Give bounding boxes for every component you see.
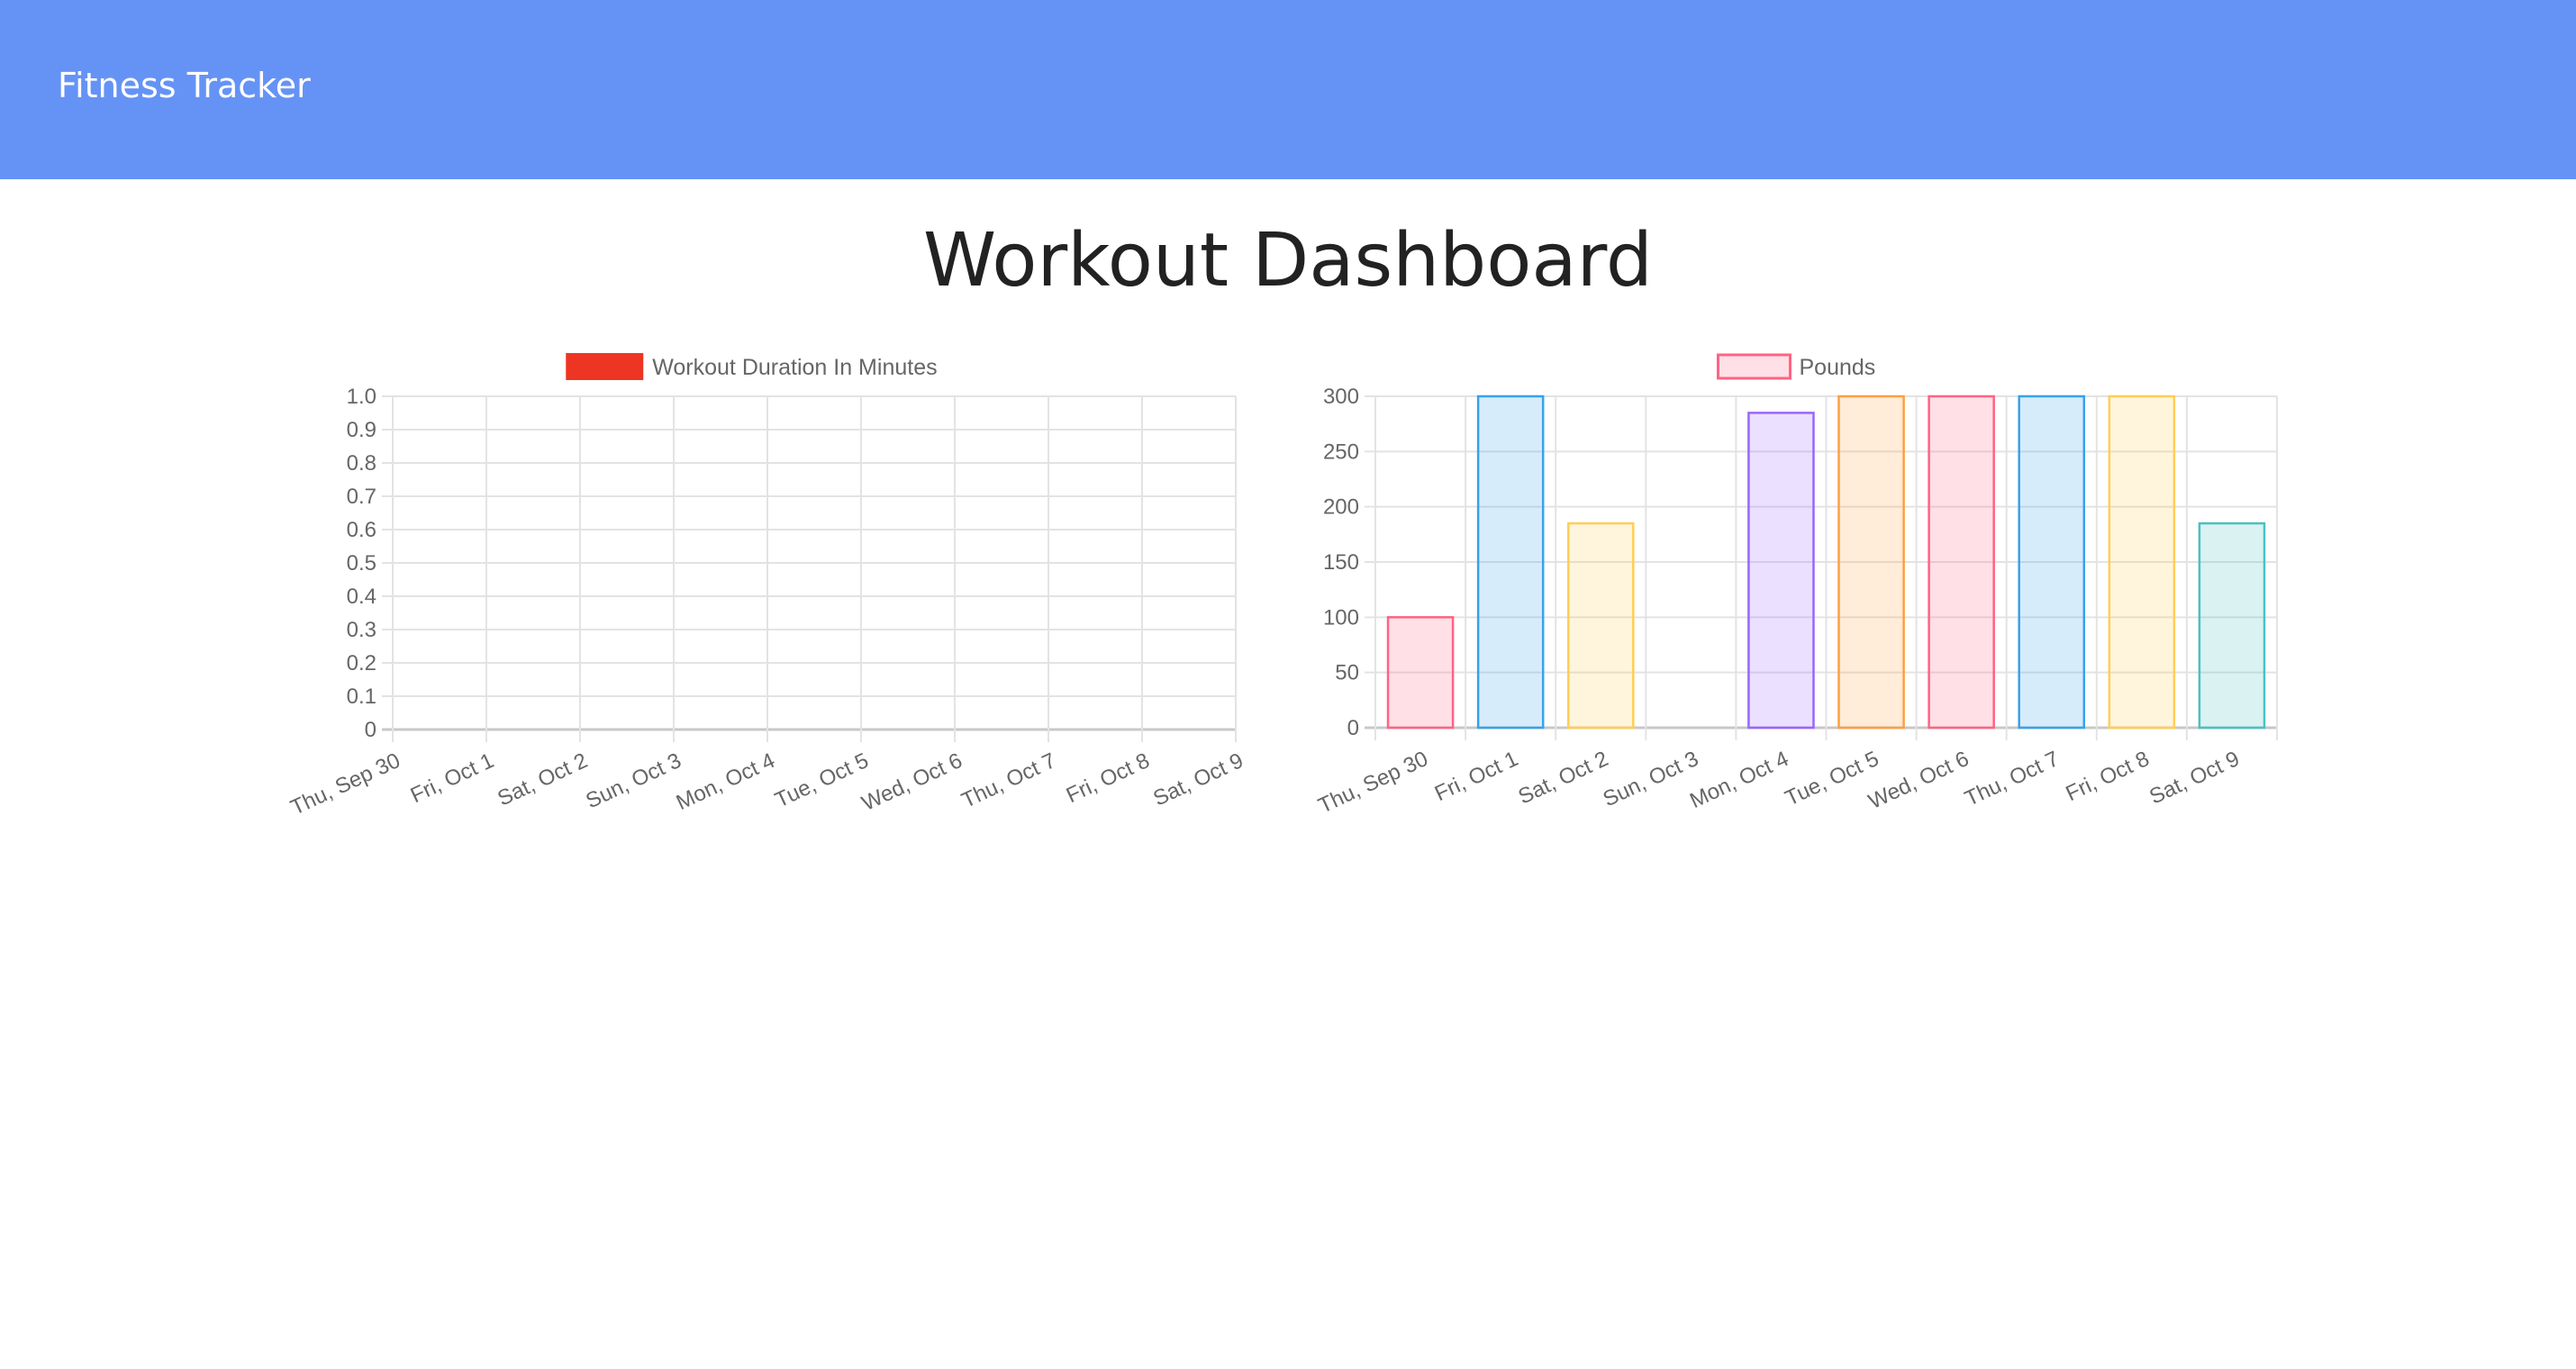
y-tick-label: 0 — [1347, 716, 1359, 740]
x-tick-label: Fri, Oct 8 — [2063, 747, 2154, 806]
x-tick-label: Fri, Oct 1 — [407, 748, 498, 808]
y-tick-label: 200 — [1323, 495, 1359, 520]
y-tick-label: 0 — [365, 718, 376, 742]
bar-thu-sep-30 — [1386, 616, 1455, 730]
x-tick-label: Sat, Oct 2 — [1515, 747, 1612, 810]
x-tick-label: Fri, Oct 8 — [1063, 748, 1154, 808]
y-tick-label: 0.1 — [347, 684, 376, 709]
bar-mon-oct-4 — [1747, 412, 1815, 730]
x-tick-label: Sun, Oct 3 — [582, 748, 685, 813]
legend-label: Workout Duration In Minutes — [652, 355, 937, 380]
y-tick-label: 50 — [1335, 661, 1359, 685]
x-tick-label: Fri, Oct 1 — [1431, 747, 1522, 806]
x-tick-label: Wed, Oct 6 — [858, 748, 966, 816]
y-tick-label: 150 — [1323, 550, 1359, 575]
x-tick-label: Mon, Oct 4 — [673, 748, 779, 815]
y-tick-label: 300 — [1323, 385, 1359, 409]
y-tick-label: 0.8 — [347, 451, 376, 476]
x-tick-label: Sat, Oct 2 — [494, 748, 591, 811]
y-tick-label: 250 — [1323, 440, 1359, 464]
bar-fri-oct-8 — [2108, 394, 2176, 730]
brand-link[interactable]: Fitness Tracker — [58, 66, 311, 105]
legend-label: Pounds — [1800, 355, 1876, 380]
x-tick-label: Tue, Oct 5 — [1782, 747, 1882, 811]
bar-sat-oct-2 — [1566, 521, 1635, 730]
legend-swatch — [1717, 353, 1791, 380]
legend-swatch — [566, 353, 644, 380]
bar-wed-oct-6 — [1927, 394, 1995, 730]
x-tick-label: Tue, Oct 5 — [771, 748, 872, 812]
x-tick-label: Thu, Sep 30 — [287, 748, 404, 820]
y-tick-label: 0.3 — [347, 618, 376, 642]
page-title: Workout Dashboard — [923, 218, 1653, 304]
y-tick-label: 0.2 — [347, 651, 376, 675]
y-tick-label: 100 — [1323, 605, 1359, 630]
bar-fri-oct-1 — [1476, 394, 1545, 730]
x-tick-label: Thu, Sep 30 — [1315, 747, 1432, 819]
bar-thu-oct-7 — [2018, 394, 2086, 730]
y-tick-label: 0.4 — [347, 585, 376, 609]
y-tick-label: 0.9 — [347, 418, 376, 442]
x-tick-label: Sat, Oct 9 — [2145, 747, 2243, 810]
x-tick-label: Wed, Oct 6 — [1864, 747, 1973, 814]
y-tick-label: 0.7 — [347, 485, 376, 509]
navbar: Fitness Tracker — [0, 0, 2576, 179]
bar-tue-oct-5 — [1837, 394, 1905, 730]
y-tick-label: 1.0 — [347, 385, 376, 409]
x-tick-label: Sat, Oct 9 — [1149, 748, 1247, 811]
x-tick-label: Mon, Oct 4 — [1686, 747, 1792, 813]
bar-sat-oct-9 — [2198, 521, 2266, 730]
y-tick-label: 0.6 — [347, 518, 376, 542]
x-tick-label: Sun, Oct 3 — [1600, 747, 1702, 811]
y-tick-label: 0.5 — [347, 551, 376, 576]
x-tick-label: Thu, Oct 7 — [1961, 747, 2063, 811]
x-tick-label: Thu, Oct 7 — [958, 748, 1060, 813]
